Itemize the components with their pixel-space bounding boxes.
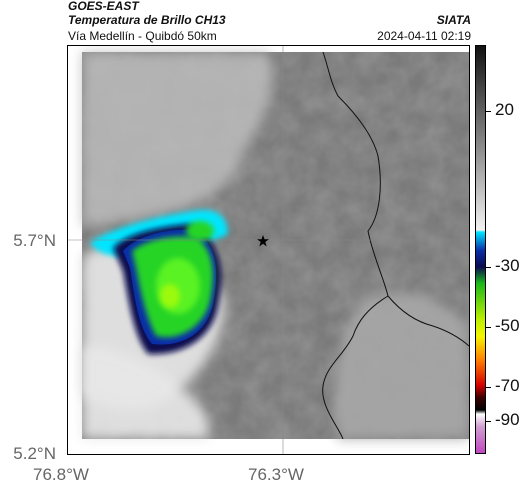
lon-label-76.8W: 76.8°W xyxy=(33,465,89,484)
colorbar-tick xyxy=(486,267,491,268)
colorbar-tick xyxy=(486,421,491,422)
department-border xyxy=(322,295,389,440)
timestamp-label: 2024-04-11 02:19 xyxy=(377,29,471,43)
region-label: Vía Medellín - Quibdó 50km xyxy=(68,29,217,43)
colorbar xyxy=(475,45,486,454)
colorbar-label-20: 20 xyxy=(495,100,514,119)
product-title: Temperatura de Brillo CH13 xyxy=(68,13,226,27)
star-icon xyxy=(257,235,269,247)
colorbar-label-neg90: -90 xyxy=(495,410,520,429)
colorbar-label-neg70: -70 xyxy=(495,376,520,395)
data-area xyxy=(82,51,469,440)
colorbar-tick xyxy=(486,387,491,388)
colorbar-tick xyxy=(486,327,491,328)
satellite-name: GOES-EAST xyxy=(68,0,139,13)
lat-label-5.2N: 5.2°N xyxy=(13,444,56,463)
colorbar-label-neg50: -50 xyxy=(495,316,520,335)
lon-label-76.3W: 76.3°W xyxy=(248,465,304,484)
map-image xyxy=(68,46,469,454)
convective-cloud xyxy=(90,209,228,355)
org-name: SIATA xyxy=(436,13,471,27)
colorbar-label-neg30: -30 xyxy=(495,256,520,275)
country-border xyxy=(322,51,469,347)
satellite-map[interactable] xyxy=(67,45,470,455)
colorbar-tick xyxy=(486,111,491,112)
lat-label-5.7N: 5.7°N xyxy=(13,231,56,250)
